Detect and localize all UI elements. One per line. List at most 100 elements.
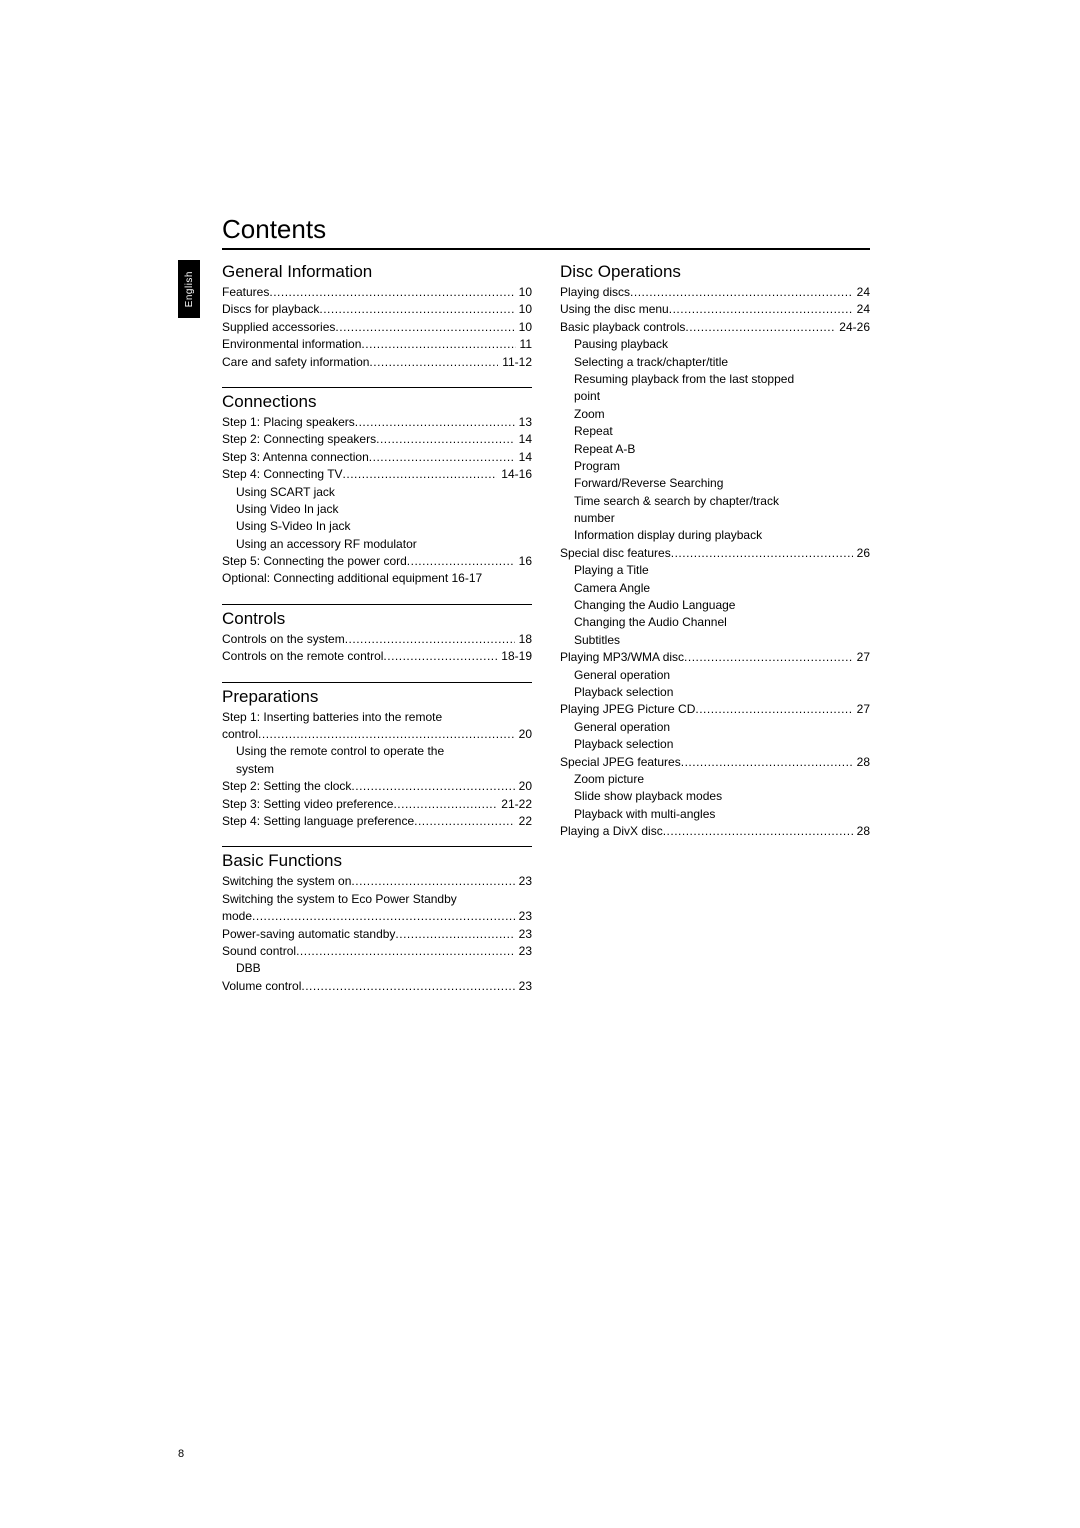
toc-subentry: Using S-Video In jack [222, 518, 532, 535]
toc-entry-label: Playing discs [560, 284, 630, 301]
section-heading: Controls [222, 609, 532, 629]
toc-entry-page: 27 [853, 649, 870, 666]
toc-entry-label: Step 4: Setting language preference [222, 813, 414, 830]
toc-entry-label: Environmental information [222, 336, 361, 353]
toc-entry-label: Controls on the remote control [222, 648, 383, 665]
toc-subentry: Forward/Reverse Searching [560, 475, 870, 492]
toc-dots: ........................................… [395, 926, 514, 943]
toc-dots: ........................................… [369, 449, 515, 466]
toc-entry-page: 21-22 [497, 796, 532, 813]
section-rule [222, 846, 532, 847]
toc-entry: Sound control ..........................… [222, 943, 532, 960]
toc-subentry: Playback selection [560, 684, 870, 701]
toc-entry-page: 24-26 [835, 319, 870, 336]
toc-entry: Playing a DivX disc ....................… [560, 823, 870, 840]
toc-dots: ........................................… [369, 354, 498, 371]
toc-entry-page: 13 [515, 414, 532, 431]
toc-entry-label: Step 2: Connecting speakers [222, 431, 376, 448]
toc-subentry: Changing the Audio Channel [560, 614, 870, 631]
toc-subentry: Repeat A-B [560, 441, 870, 458]
toc-subentry: Subtitles [560, 632, 870, 649]
toc-entry: Features ...............................… [222, 284, 532, 301]
toc-section: Disc OperationsPlaying discs ...........… [560, 262, 870, 841]
toc-entry-label: Care and safety information [222, 354, 369, 371]
toc-entry-page: 10 [515, 319, 532, 336]
toc-subentry: Playback selection [560, 736, 870, 753]
toc-dots: ........................................… [630, 284, 853, 301]
toc-entry-page: 10 [515, 284, 532, 301]
toc-entry: Controls on the system .................… [222, 631, 532, 648]
toc-entry-label: Switching the system on [222, 873, 351, 890]
toc-entry-page: 11 [516, 336, 532, 353]
toc-entry-label: Playing JPEG Picture CD [560, 701, 695, 718]
toc-entry-page: 27 [853, 701, 870, 718]
toc-entry: Step 2: Setting the clock ..............… [222, 778, 532, 795]
toc-dots: ........................................… [355, 414, 515, 431]
toc-entry-page: 23 [515, 926, 532, 943]
toc-entry: Playing JPEG Picture CD ................… [560, 701, 870, 718]
toc-entry: Controls on the remote control .........… [222, 648, 532, 665]
toc-subentry: Selecting a track/chapter/title [560, 354, 870, 371]
toc-entry: Special JPEG features ..................… [560, 754, 870, 771]
toc-dots: ........................................… [681, 754, 853, 771]
toc-entry-page: 14 [515, 431, 532, 448]
toc-subentry: Zoom picture [560, 771, 870, 788]
toc-subentry: system [222, 761, 532, 778]
toc-entry: Step 1: Placing speakers ...............… [222, 414, 532, 431]
toc-entry: Switching the system to Eco Power Standb… [222, 891, 532, 908]
title-rule [222, 248, 870, 250]
toc-entry-label: Features [222, 284, 269, 301]
toc-entry-label: Step 5: Connecting the power cord [222, 553, 407, 570]
toc-entry-label: Step 2: Setting the clock [222, 778, 351, 795]
toc-dots: ........................................… [361, 336, 515, 353]
page: English Contents General InformationFeat… [0, 0, 1080, 1528]
toc-subentry: Using Video In jack [222, 501, 532, 518]
toc-entry-page: 11-12 [498, 354, 532, 371]
section-rule [222, 604, 532, 605]
toc-columns: General InformationFeatures ............… [222, 262, 870, 1011]
toc-dots: ........................................… [252, 908, 515, 925]
toc-entry-page: 14 [515, 449, 532, 466]
toc-entry: Care and safety information ............… [222, 354, 532, 371]
toc-entry: Step 4: Connecting TV ..................… [222, 466, 532, 483]
toc-entry-page: 24 [853, 301, 870, 318]
toc-dots: ........................................… [407, 553, 515, 570]
toc-subentry: point [560, 388, 870, 405]
toc-subentry: Resuming playback from the last stopped [560, 371, 870, 388]
toc-entry: Special disc features ..................… [560, 545, 870, 562]
toc-subentry: Time search & search by chapter/track [560, 493, 870, 510]
toc-entry-page: 28 [853, 823, 870, 840]
toc-entry-label: Step 1: Inserting batteries into the rem… [222, 709, 442, 726]
toc-entry-label: Step 3: Antenna connection [222, 449, 369, 466]
toc-entry-label: Sound control [222, 943, 296, 960]
toc-entry-page: 14-16 [497, 466, 532, 483]
toc-entry-label: Switching the system to Eco Power Standb… [222, 891, 457, 908]
toc-entry: Switching the system on ................… [222, 873, 532, 890]
toc-entry: Step 1: Inserting batteries into the rem… [222, 709, 532, 726]
page-title: Contents [222, 214, 326, 245]
toc-entry: control ................................… [222, 726, 532, 743]
toc-dots: ........................................… [685, 319, 835, 336]
toc-dots: ........................................… [351, 873, 514, 890]
toc-entry-page: 23 [515, 873, 532, 890]
toc-entry-label: Optional: Connecting additional equipmen… [222, 570, 482, 587]
toc-subentry: Program [560, 458, 870, 475]
toc-subentry: Zoom [560, 406, 870, 423]
toc-entry-label: Volume control [222, 978, 301, 995]
toc-entry: Power-saving automatic standby .........… [222, 926, 532, 943]
toc-section: Controls Controls on the system .........… [222, 604, 532, 666]
page-number: 8 [178, 1448, 184, 1460]
toc-dots: ........................................… [269, 284, 514, 301]
toc-entry-label: Basic playback controls [560, 319, 685, 336]
toc-dots: ........................................… [684, 649, 853, 666]
toc-entry-label: Playing a DivX disc [560, 823, 663, 840]
toc-subentry: DBB [222, 960, 532, 977]
toc-section: General InformationFeatures ............… [222, 262, 532, 371]
toc-subentry: Playing a Title [560, 562, 870, 579]
toc-entry-label: Step 1: Placing speakers [222, 414, 355, 431]
toc-dots: ........................................… [335, 319, 514, 336]
toc-entry: Volume control .........................… [222, 978, 532, 995]
toc-section: Basic FunctionsSwitching the system on .… [222, 846, 532, 995]
toc-entry-label: Step 4: Connecting TV [222, 466, 343, 483]
toc-entry-label: mode [222, 908, 252, 925]
